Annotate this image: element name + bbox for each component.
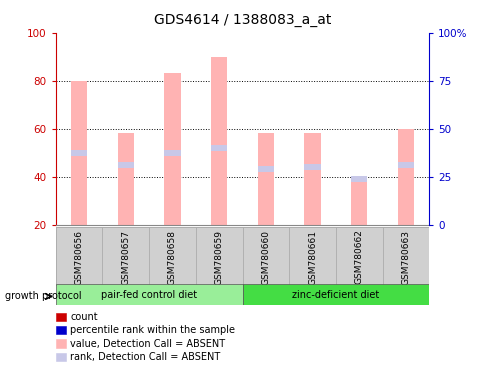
Text: GSM780662: GSM780662: [354, 230, 363, 285]
Text: percentile rank within the sample: percentile rank within the sample: [70, 325, 235, 335]
Bar: [102, 227, 149, 286]
Bar: [335, 227, 382, 286]
Bar: [149, 227, 196, 286]
Bar: [56, 284, 242, 305]
Bar: [211, 56, 227, 225]
Bar: [304, 164, 320, 170]
Text: GDS4614 / 1388083_a_at: GDS4614 / 1388083_a_at: [153, 13, 331, 27]
Bar: [118, 162, 134, 168]
Bar: [382, 227, 428, 286]
Text: zinc-deficient diet: zinc-deficient diet: [292, 290, 378, 300]
Text: value, Detection Call = ABSENT: value, Detection Call = ABSENT: [70, 339, 225, 349]
Bar: [71, 81, 87, 225]
Bar: [118, 134, 134, 225]
Text: growth protocol: growth protocol: [5, 291, 81, 301]
Bar: [56, 227, 102, 286]
Bar: [71, 150, 87, 156]
Text: GSM780660: GSM780660: [261, 230, 270, 285]
Text: GSM780658: GSM780658: [167, 230, 177, 285]
Bar: [164, 150, 180, 156]
Bar: [242, 284, 428, 305]
Bar: [257, 166, 273, 172]
Bar: [397, 129, 413, 225]
Text: rank, Detection Call = ABSENT: rank, Detection Call = ABSENT: [70, 352, 220, 362]
Text: pair-fed control diet: pair-fed control diet: [101, 290, 197, 300]
Bar: [397, 162, 413, 168]
Bar: [211, 145, 227, 151]
Bar: [242, 227, 288, 286]
Bar: [350, 176, 366, 182]
Bar: [350, 177, 366, 225]
Text: GSM780656: GSM780656: [75, 230, 83, 285]
Text: GSM780659: GSM780659: [214, 230, 223, 285]
Text: GSM780663: GSM780663: [401, 230, 409, 285]
Text: count: count: [70, 312, 98, 322]
Bar: [196, 227, 242, 286]
Text: GSM780657: GSM780657: [121, 230, 130, 285]
Bar: [164, 73, 180, 225]
Text: GSM780661: GSM780661: [307, 230, 317, 285]
Bar: [304, 134, 320, 225]
Bar: [257, 134, 273, 225]
Bar: [288, 227, 335, 286]
